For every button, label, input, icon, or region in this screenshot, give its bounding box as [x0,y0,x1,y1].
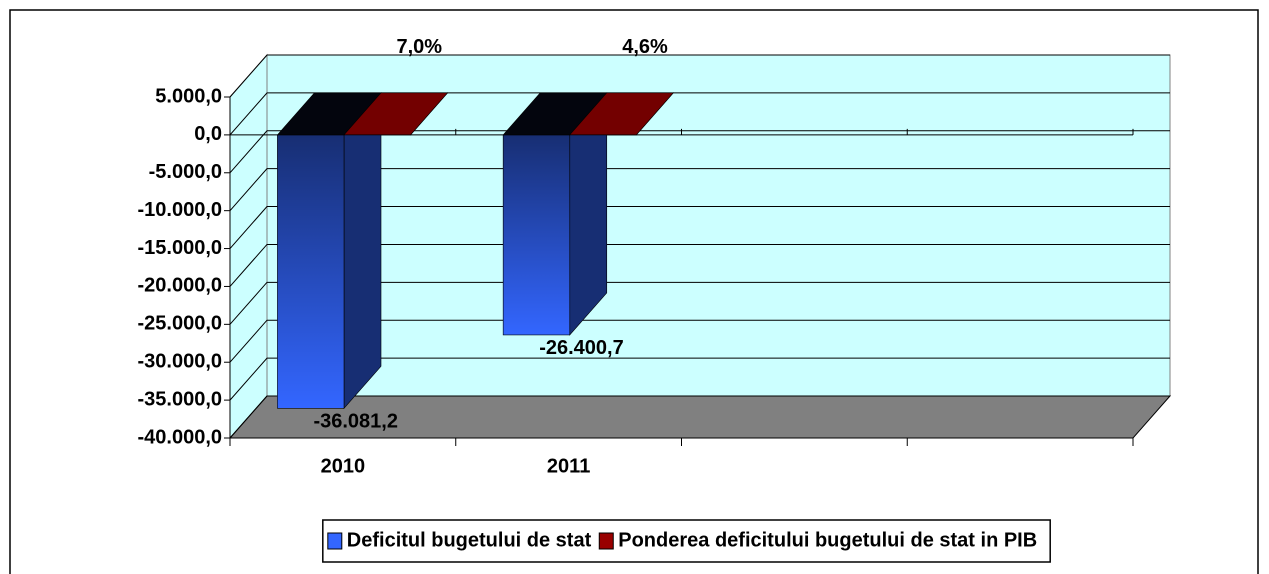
y-tick-label: -30.000,0 [137,351,222,373]
data-label: -26.400,7 [539,337,624,359]
y-tick-label: -5.000,0 [149,161,222,183]
x-tick-label: 2010 [321,455,366,477]
y-tick-label: -10.000,0 [137,199,222,221]
legend-swatch [598,532,614,550]
legend-box [322,519,1051,563]
legend-label: Ponderea deficitului bugetului de stat i… [618,529,1037,551]
y-tick-label: -20.000,0 [137,275,222,297]
legend-label: Deficitul bugetului de stat [347,529,592,551]
bar-shade [503,134,570,335]
grid-line [229,54,1170,98]
bar-top [343,92,449,136]
grid-line [229,168,1170,211]
grid-line [229,319,1170,363]
grid-line [229,206,1170,249]
bar-shade [277,134,345,409]
grid-line [229,130,1170,174]
y-tick-label: 5.000,0 [155,85,222,107]
y-tick-label: -35.000,0 [137,388,222,410]
y-tick-label: 0,0 [194,123,222,145]
bar-top [569,92,675,136]
grid-line [229,92,1170,136]
y-tick-label: -25.000,0 [137,313,222,335]
data-label: 7,0% [397,36,443,58]
x-tick-label: 2011 [547,455,590,477]
grid-line [229,281,1170,325]
grid-line [229,357,1170,401]
grid-line [229,243,1170,287]
data-label: 4,6% [622,36,668,58]
side-wall [229,53,268,440]
grid-line [229,395,1170,439]
legend-swatch [327,532,343,550]
y-tick-label: -15.000,0 [137,237,222,259]
data-label: -36.081,2 [313,411,398,433]
y-tick-label: -40.000,0 [137,426,222,448]
bar-side [343,92,382,410]
